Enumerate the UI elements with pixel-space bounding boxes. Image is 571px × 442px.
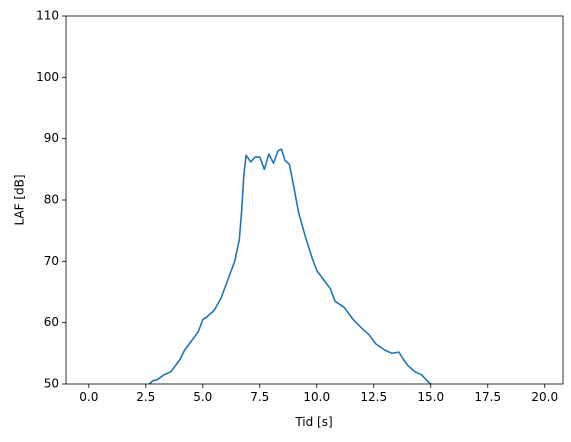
- x-tick-label: 20.0: [531, 390, 558, 404]
- plot-frame: [65, 15, 564, 385]
- y-tick-label: 70: [44, 254, 59, 268]
- y-tick-label: 80: [44, 193, 59, 207]
- x-tick-label: 17.5: [474, 390, 501, 404]
- x-tick-label: 0.0: [79, 390, 98, 404]
- y-tick-label: 110: [36, 9, 59, 23]
- y-tick-label: 60: [44, 315, 59, 329]
- x-tick-label: 5.0: [193, 390, 212, 404]
- data-line: [148, 148, 433, 384]
- x-axis-label: Tid [s]: [294, 415, 332, 429]
- x-tick-label: 2.5: [136, 390, 155, 404]
- x-tick-label: 10.0: [303, 390, 330, 404]
- y-tick-label: 100: [36, 70, 59, 84]
- y-tick-label: 50: [44, 377, 59, 391]
- x-tick-label: 12.5: [360, 390, 387, 404]
- x-tick-label: 15.0: [417, 390, 444, 404]
- y-axis-label: LAF [dB]: [13, 174, 27, 225]
- y-tick-label: 90: [44, 131, 59, 145]
- x-tick-label: 7.5: [250, 390, 269, 404]
